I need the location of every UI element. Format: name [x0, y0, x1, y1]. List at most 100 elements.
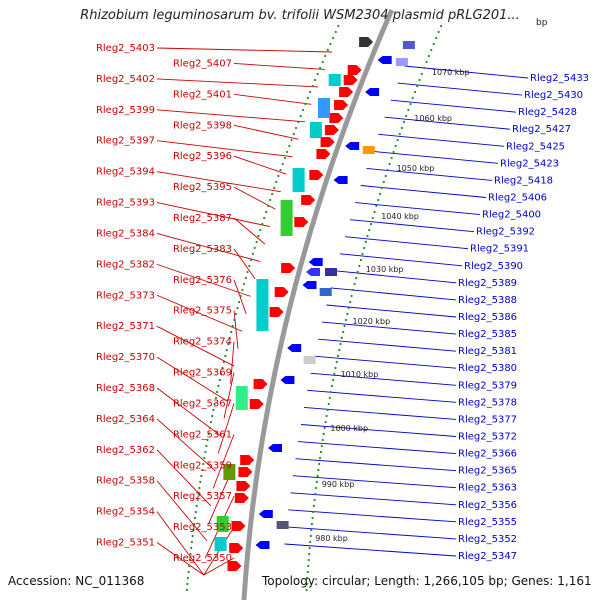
leader-line — [203, 557, 235, 576]
tick-dot — [214, 396, 217, 400]
leader-line — [156, 78, 319, 88]
gene-label-reverse: Rleg2_5365 — [458, 466, 517, 477]
forward-gene — [227, 561, 242, 571]
gene-label-reverse: Rleg2_5388 — [458, 295, 517, 306]
leader-line — [372, 150, 499, 164]
forward-gene — [359, 37, 374, 47]
tick-dot — [308, 552, 311, 556]
gene-label-reverse: Rleg2_5400 — [482, 210, 541, 221]
tick-dot — [382, 180, 385, 184]
gene-label-forward: Rleg2_5367 — [173, 398, 232, 409]
tick-dot — [279, 168, 282, 172]
gene-label-forward: Rleg2_5407 — [173, 58, 232, 69]
gene-label-reverse: Rleg2_5430 — [524, 90, 583, 101]
tick-dot — [200, 474, 203, 478]
leader-line — [233, 63, 325, 70]
tick-dot — [307, 564, 310, 568]
forward-gene — [294, 217, 309, 227]
tick-dot — [312, 504, 315, 508]
reverse-gene — [302, 281, 317, 289]
accession-label: Accession: NC_011368 — [8, 574, 145, 588]
tick-dot — [437, 30, 440, 34]
leader-line — [156, 542, 205, 576]
reverse-gene — [255, 541, 270, 549]
tick-dot — [292, 132, 295, 136]
tick-dot — [220, 372, 223, 376]
reverse-gene-labels: Rleg2_5433 Rleg2_5430 Rleg2_5428 Rleg2_5427… — [458, 73, 589, 562]
gene-label-forward: Rleg2_5396 — [173, 151, 232, 162]
leader-line — [390, 99, 517, 113]
tick-dot — [306, 576, 309, 580]
tick-dot — [355, 276, 358, 280]
tick-dot — [388, 162, 391, 166]
gene-label-forward: Rleg2_5373 — [96, 290, 155, 301]
gene-label-forward: Rleg2_5374 — [173, 337, 232, 348]
leader-line — [322, 321, 457, 335]
tick-dot — [199, 480, 202, 484]
tick-dot — [364, 240, 367, 244]
leader-line — [378, 133, 505, 147]
tick-dot — [329, 42, 332, 46]
tick-dot — [314, 486, 318, 490]
gene-label-forward: Rleg2_5382 — [96, 259, 155, 270]
tick-dot — [244, 276, 247, 280]
tick-dot — [283, 156, 286, 160]
tick-dot — [324, 54, 327, 58]
leader-line — [156, 47, 333, 53]
gene-label-forward: Rleg2_5375 — [173, 306, 232, 317]
tick-dot — [330, 384, 334, 388]
gene-label-reverse: Rleg2_5363 — [458, 483, 517, 494]
scale-label: 1060 kbp — [414, 114, 452, 123]
tick-dot — [311, 516, 314, 520]
tick-dot — [334, 30, 337, 34]
tick-dot — [315, 480, 318, 484]
gene-label-reverse: Rleg2_5390 — [464, 261, 523, 272]
tick-dot — [305, 588, 308, 592]
tick-dot — [251, 252, 254, 256]
tick-dot — [225, 348, 228, 352]
tick-dot — [213, 402, 216, 406]
tick-dot — [306, 96, 309, 100]
tick-dot — [398, 132, 401, 136]
tick-dot — [356, 270, 359, 274]
tick-dot — [305, 582, 308, 586]
leader-line — [156, 263, 251, 297]
leader-line — [339, 253, 463, 267]
tick-dot — [320, 444, 323, 448]
tick-dot — [228, 336, 231, 340]
tick-dot — [359, 258, 362, 262]
gene-label-forward: Rleg2_5394 — [96, 167, 155, 178]
tick-dot — [346, 312, 349, 316]
leader-line — [156, 233, 261, 262]
leader-line — [156, 480, 208, 542]
forward-gene — [236, 481, 251, 491]
tick-dot — [309, 90, 312, 94]
tick-dot — [340, 336, 343, 340]
gene-label-forward: Rleg2_5398 — [173, 120, 232, 131]
tick-dot — [319, 66, 322, 70]
leader-line — [286, 526, 457, 540]
forward-gene-labels: Rleg2_5403 Rleg2_5407 Rleg2_5402 Rleg2_5401… — [96, 43, 232, 564]
reverse-gene — [258, 510, 273, 518]
tick-dot — [203, 456, 206, 460]
leader-line — [217, 403, 235, 454]
tick-dot — [349, 300, 352, 304]
tick-dot — [186, 582, 189, 586]
reverse-gene — [287, 344, 302, 352]
tick-dot — [185, 588, 188, 592]
tick-dot — [197, 492, 200, 496]
forward-gene — [234, 493, 249, 503]
tick-dot — [427, 54, 430, 58]
tick-dot — [322, 432, 325, 436]
tick-dot — [271, 192, 274, 196]
gene-label-forward: Rleg2_5361 — [173, 429, 232, 440]
leader-line — [318, 338, 457, 352]
tick-dot — [321, 60, 324, 64]
tick-dot — [275, 180, 278, 184]
tick-dot — [224, 354, 227, 358]
leader-line — [298, 441, 457, 455]
tick-dot — [329, 390, 332, 394]
leader-line — [156, 418, 216, 472]
tick-dot — [432, 42, 435, 46]
scale-label: 1050 kbp — [397, 164, 435, 173]
